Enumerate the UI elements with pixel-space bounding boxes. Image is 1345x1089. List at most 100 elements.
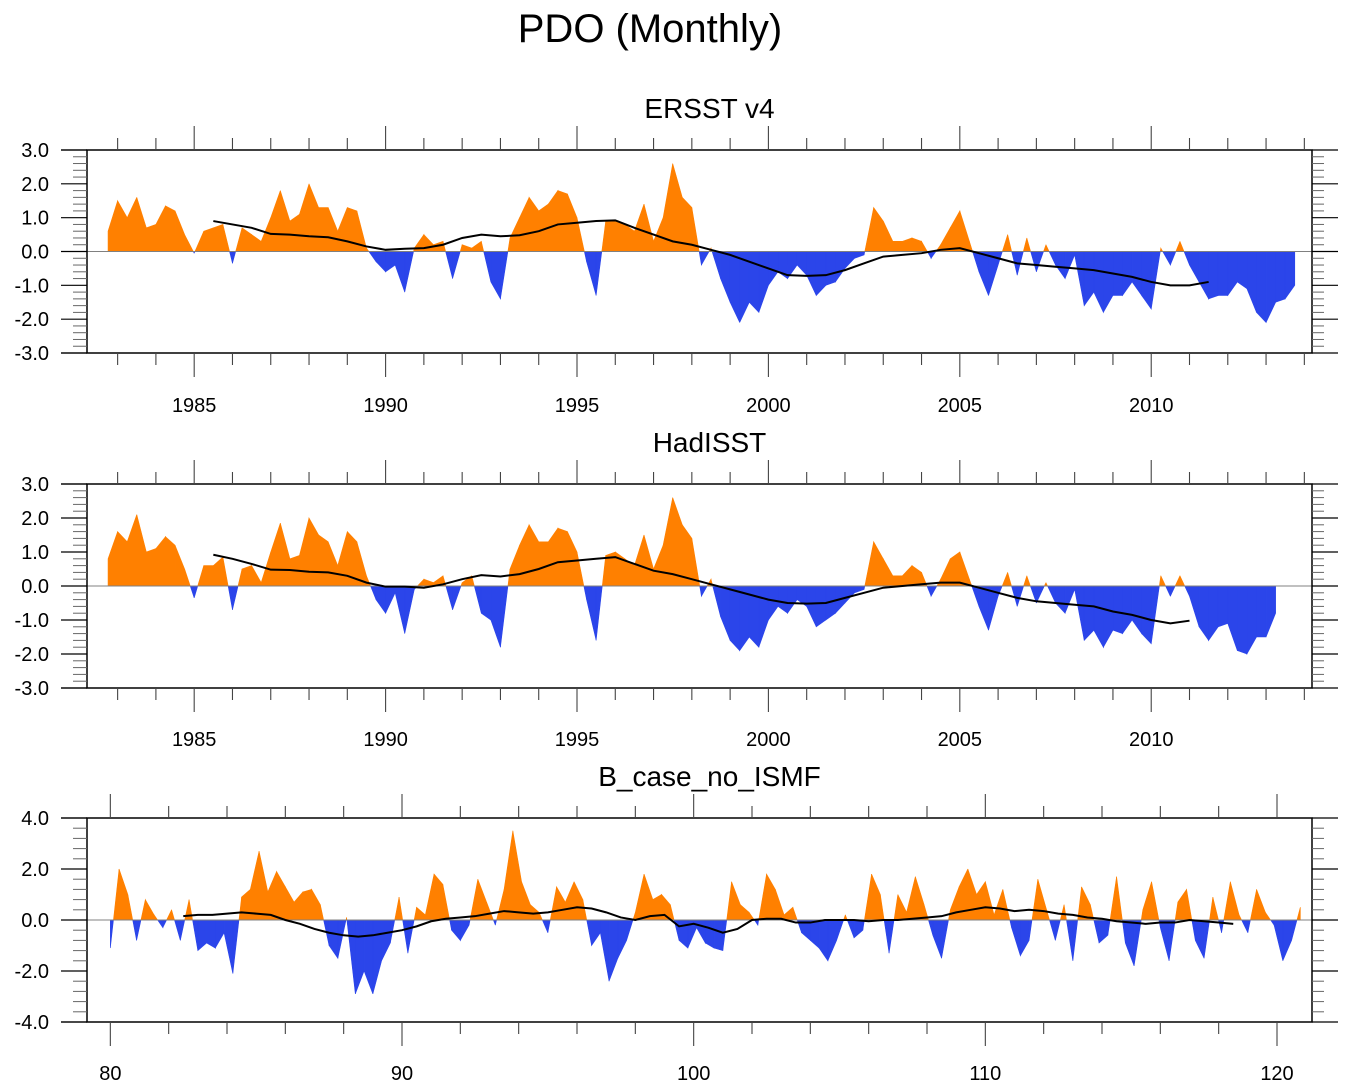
anomaly-segment xyxy=(1098,919,1109,944)
anomaly-segment xyxy=(940,226,951,252)
anomaly-segment xyxy=(318,534,329,587)
anomaly-segment xyxy=(882,557,894,587)
anomaly-segment xyxy=(197,919,207,952)
anomaly-segment xyxy=(366,575,371,587)
anomaly-segment xyxy=(1170,585,1176,597)
anomaly-segment xyxy=(1241,919,1249,933)
anomaly-segment xyxy=(213,556,224,587)
anomaly-segment xyxy=(1212,896,1219,921)
anomaly-segment xyxy=(197,565,205,587)
anomaly-segment xyxy=(404,585,415,634)
anomaly-segment xyxy=(863,251,866,255)
anomaly-segment xyxy=(758,251,769,313)
anomaly-segment xyxy=(595,585,603,641)
y-tick-label: -2.0 xyxy=(15,961,49,983)
anomaly-segment xyxy=(720,251,731,303)
y-tick-label: 2.0 xyxy=(21,508,49,530)
anomaly-segment xyxy=(1238,914,1243,921)
anomaly-segment xyxy=(1247,919,1251,933)
anomaly-segment xyxy=(328,919,339,960)
anomaly-segment xyxy=(959,210,970,252)
panel-title: ERSST v4 xyxy=(644,93,774,124)
anomaly-segment xyxy=(882,220,894,252)
anomaly-segment xyxy=(237,568,243,587)
anomaly-segment xyxy=(267,871,277,921)
anomaly-segment xyxy=(127,894,134,921)
anomaly-segment xyxy=(469,879,479,921)
anomaly-segment xyxy=(806,585,817,627)
anomaly-segment xyxy=(381,919,391,961)
anomaly-segment xyxy=(227,585,233,610)
anomaly-segment xyxy=(140,899,146,921)
anomaly-segment xyxy=(1031,879,1039,921)
anomaly-segment xyxy=(846,919,855,938)
anomaly-segment xyxy=(1131,251,1142,297)
anomaly-segment xyxy=(174,919,181,941)
anomaly-segment xyxy=(547,527,559,587)
anomaly-segment xyxy=(155,535,166,587)
anomaly-segment xyxy=(1284,251,1296,300)
anomaly-segment xyxy=(949,209,961,252)
anomaly-segment xyxy=(701,251,710,267)
anomaly-segment xyxy=(748,911,755,921)
anomaly-segment xyxy=(165,536,176,587)
anomaly-segment xyxy=(1083,251,1095,307)
anomaly-segment xyxy=(500,251,509,299)
anomaly-segment xyxy=(854,585,865,594)
anomaly-segment xyxy=(486,902,494,921)
anomaly-segment xyxy=(1037,879,1047,921)
anomaly-segment xyxy=(1189,251,1200,284)
anomaly-segment xyxy=(184,234,194,252)
anomaly-segment xyxy=(796,251,807,276)
anomaly-segment xyxy=(1162,251,1171,267)
running-mean-line xyxy=(183,906,1234,938)
anomaly-segment xyxy=(758,585,769,648)
anomaly-segment xyxy=(864,207,874,252)
anomaly-segment xyxy=(126,197,138,252)
anomaly-segment xyxy=(1195,919,1205,959)
anomaly-segment xyxy=(705,919,715,949)
anomaly-segment xyxy=(871,873,881,921)
anomaly-segment xyxy=(188,899,193,921)
anomaly-segment xyxy=(496,889,505,921)
anomaly-area xyxy=(107,163,1296,324)
anomaly-segment xyxy=(337,919,347,959)
anomaly-segment xyxy=(720,585,731,641)
anomaly-segment xyxy=(768,585,779,621)
panel-title: HadISST xyxy=(653,427,767,458)
anomaly-segment xyxy=(107,531,118,587)
y-tick-label: -4.0 xyxy=(15,1012,49,1034)
anomaly-segment xyxy=(902,564,913,587)
anomaly-segment xyxy=(166,909,172,921)
anomaly-segment xyxy=(576,551,585,587)
anomaly-segment xyxy=(1184,585,1190,597)
anomaly-segment xyxy=(280,523,291,587)
anomaly-segment xyxy=(753,919,759,927)
anomaly-segment xyxy=(289,213,300,252)
anomaly-segment xyxy=(926,585,932,597)
anomaly-segment xyxy=(1093,585,1104,649)
anomaly-segment xyxy=(1045,244,1050,252)
anomaly-segment xyxy=(1256,889,1266,921)
anomaly-segment xyxy=(1282,919,1292,961)
y-tick-label: -3.0 xyxy=(15,343,49,365)
anomaly-segment xyxy=(978,585,989,631)
anomaly-segment xyxy=(194,231,205,252)
anomaly-segment xyxy=(260,217,272,252)
anomaly-segment xyxy=(126,514,138,587)
anomaly-segment xyxy=(1045,582,1049,587)
anomaly-segment xyxy=(222,557,229,587)
anomaly-segment xyxy=(557,190,568,252)
anomaly-segment xyxy=(145,898,155,921)
anomaly-segment xyxy=(483,251,492,283)
anomaly-segment xyxy=(1103,585,1114,649)
anomaly-segment xyxy=(600,919,610,982)
x-tick-label: 1985 xyxy=(172,729,217,751)
anomaly-segment xyxy=(873,540,884,587)
anomaly-segment xyxy=(1227,251,1238,297)
anomaly-segment xyxy=(844,585,855,604)
anomaly-segment xyxy=(1265,251,1276,323)
anomaly-segment xyxy=(416,578,425,587)
anomaly-segment xyxy=(1208,251,1219,300)
anomaly-segment xyxy=(461,244,473,252)
